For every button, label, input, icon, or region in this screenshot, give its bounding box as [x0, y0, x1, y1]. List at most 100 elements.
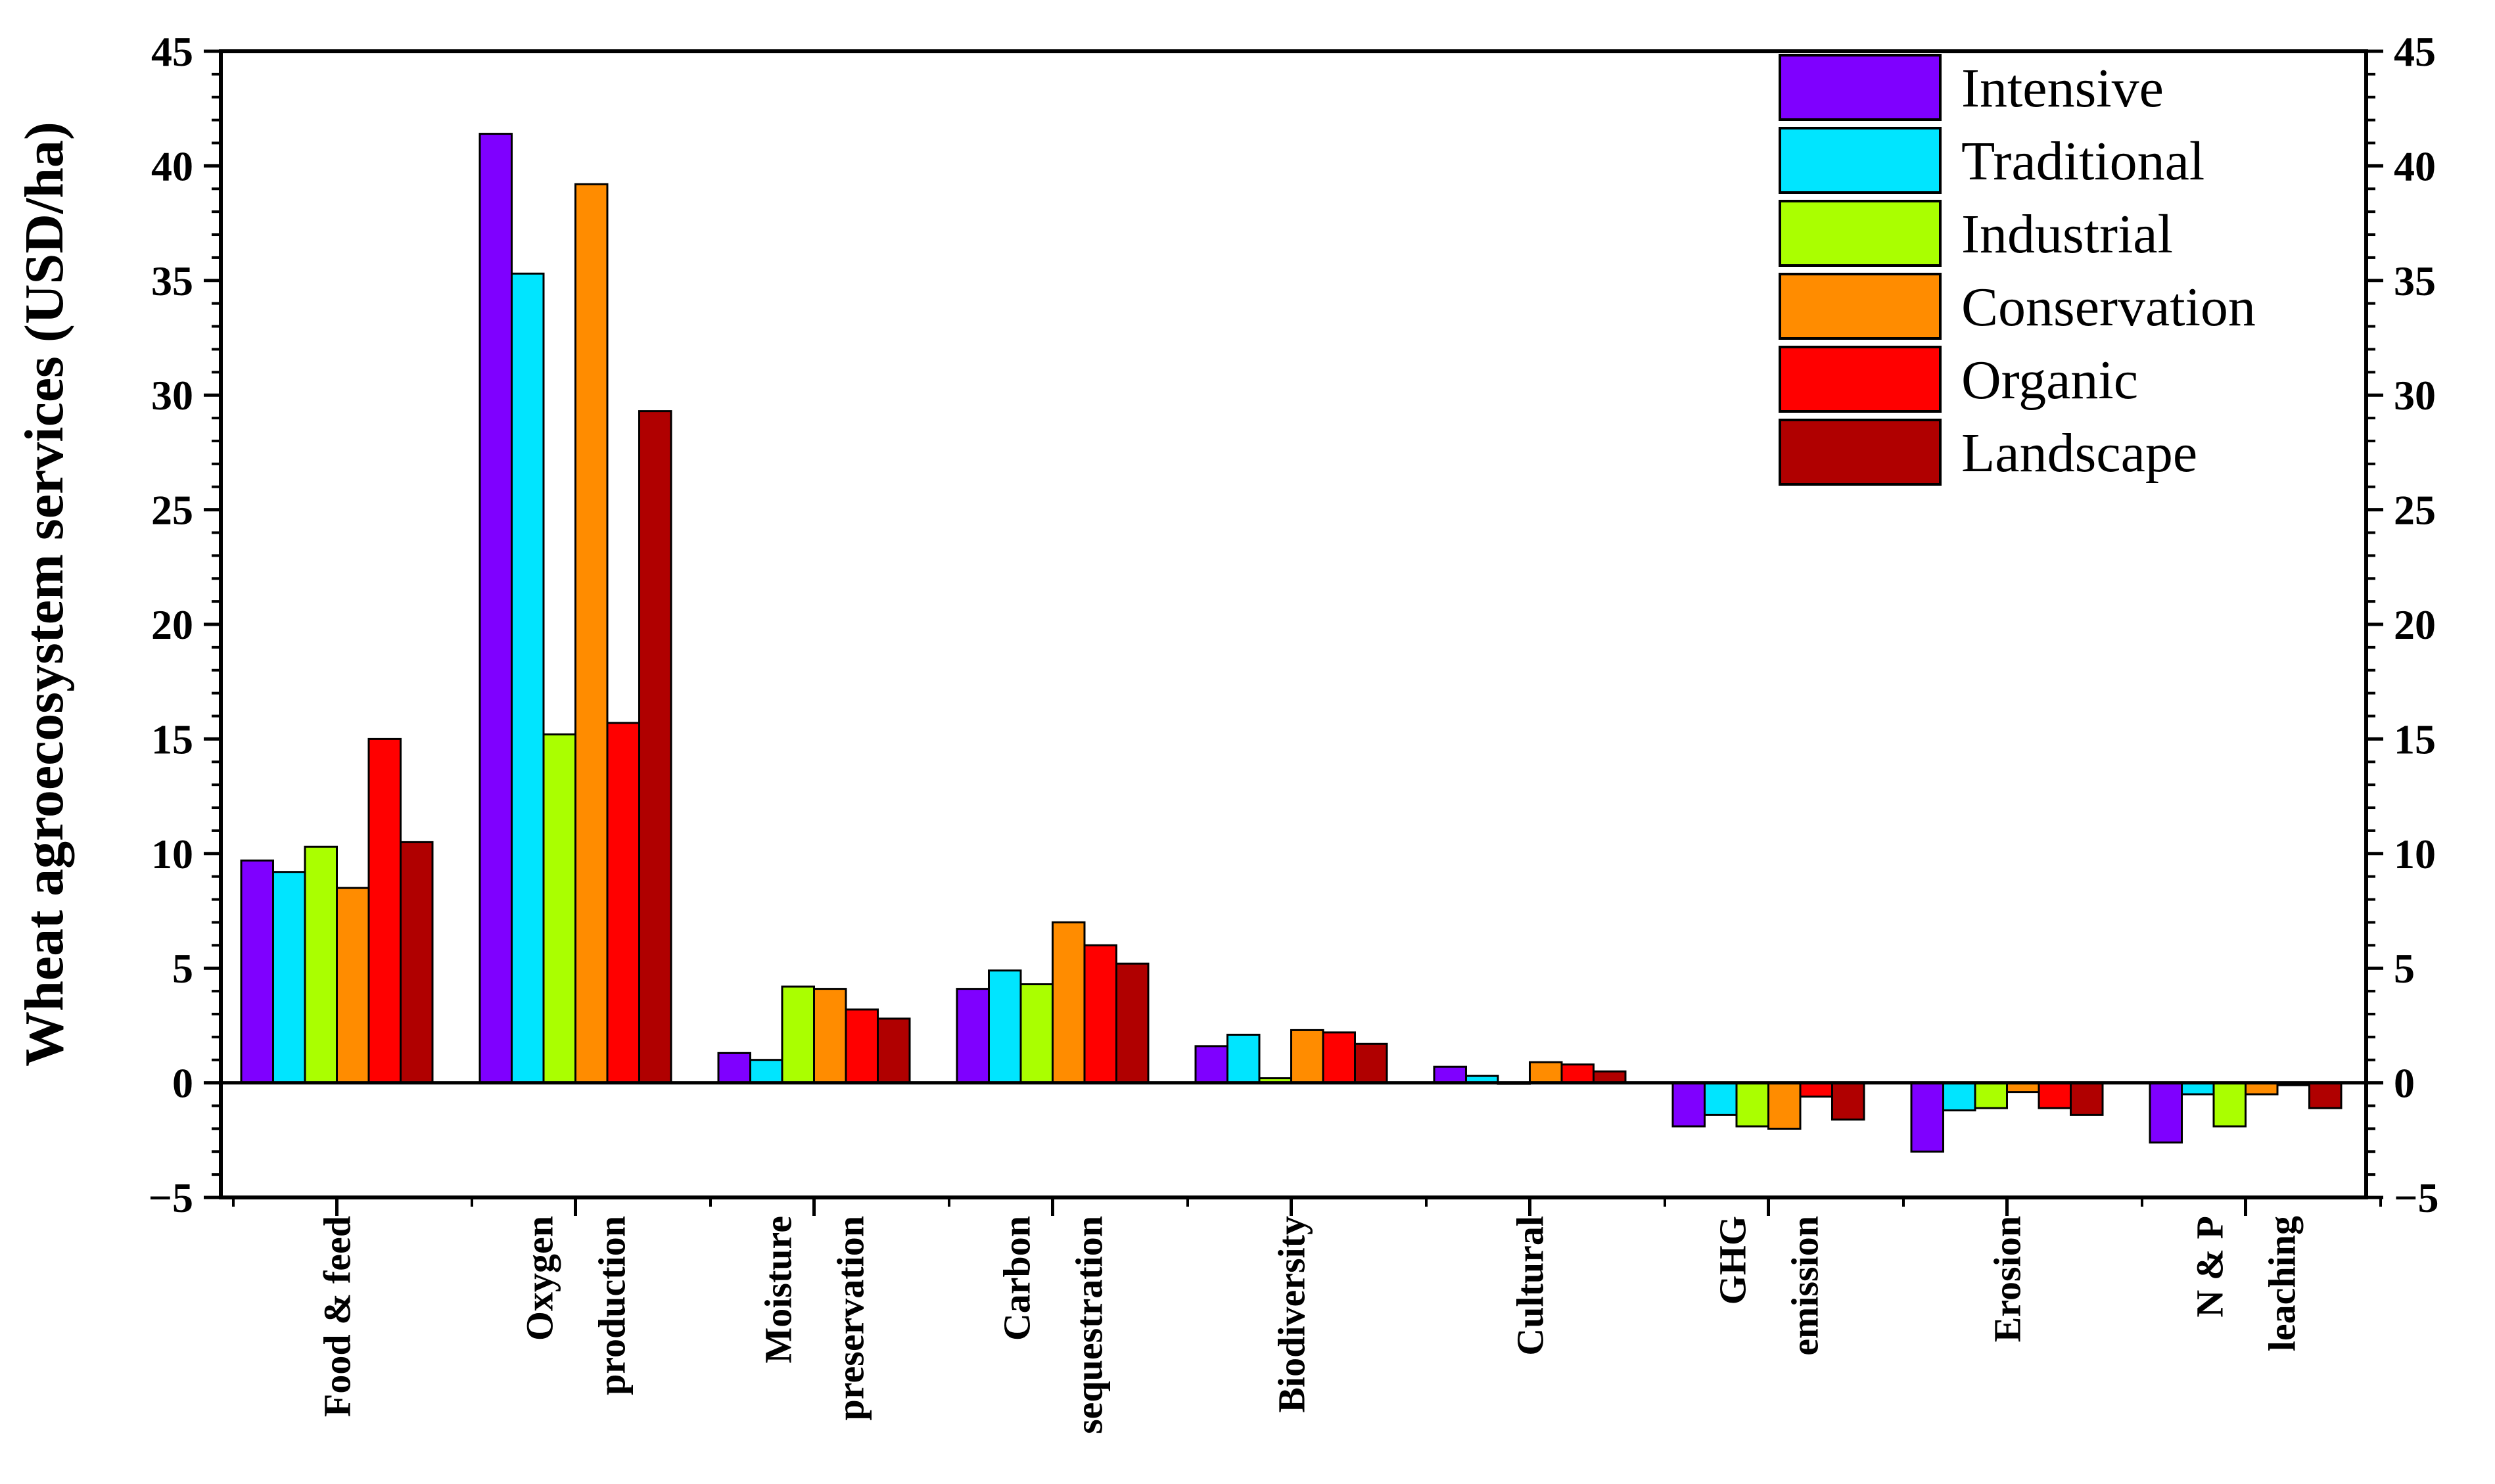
bar-landscape-5: [1593, 1070, 1627, 1084]
legend-label-industrial: Industrial: [1961, 204, 2173, 265]
bar-traditional-1: [511, 272, 545, 1084]
legend-label-organic: Organic: [1961, 350, 2138, 411]
bar-landscape-1: [638, 410, 672, 1084]
bar-traditional-4: [1226, 1033, 1261, 1084]
bar-intensive-2: [717, 1052, 751, 1084]
bar-traditional-7: [1942, 1082, 1976, 1111]
bar-traditional-8: [2181, 1082, 2215, 1096]
bar-landscape-6: [1831, 1082, 1865, 1121]
bar-traditional-6: [1704, 1082, 1738, 1116]
legend-swatch-intensive: [1779, 54, 1942, 121]
bar-intensive-6: [1671, 1082, 1706, 1128]
legend-swatch-traditional: [1779, 127, 1942, 194]
bar-conservation-5: [1529, 1061, 1563, 1084]
y-tick-label-left: 20: [151, 601, 193, 648]
bar-intensive-3: [956, 988, 990, 1084]
bar-landscape-3: [1115, 962, 1150, 1084]
bar-organic-2: [845, 1008, 879, 1084]
category-label: preservation: [829, 1216, 872, 1420]
category-label: production: [591, 1216, 634, 1395]
category-label: leaching: [2261, 1216, 2304, 1351]
bar-industrial-6: [1735, 1082, 1769, 1128]
legend-swatch-landscape: [1779, 419, 1942, 486]
legend: Intensive Traditional Industrial Conservati…: [1779, 54, 2256, 486]
bar-organic-7: [2038, 1082, 2072, 1109]
y-tick-label-right: 5: [2394, 945, 2415, 992]
bar-industrial-2: [781, 985, 815, 1084]
category-label: N & P: [2189, 1216, 2231, 1318]
y-tick-label-left: 10: [151, 831, 193, 877]
bar-intensive-0: [240, 859, 274, 1084]
bar-conservation-1: [574, 183, 609, 1084]
bar-organic-1: [606, 722, 640, 1084]
ticks-layer: −5 −5 0 0 5 5 10 10 15 15 20 20 25 25 30 30 35 35 40 40 45 45: [149, 28, 2439, 1221]
category-label: emission: [1784, 1216, 1827, 1356]
bar-conservation-6: [1767, 1082, 1802, 1130]
bar-conservation-8: [2245, 1082, 2279, 1096]
category-label: Biodiversity: [1271, 1216, 1313, 1413]
bar-organic-0: [367, 737, 402, 1084]
y-tick-label-left: 0: [172, 1060, 193, 1107]
y-tick-label-left: 25: [151, 487, 193, 534]
category-label: Cultural: [1509, 1216, 1552, 1356]
y-tick-label-right: −5: [2394, 1174, 2438, 1221]
y-tick-label-right: 15: [2394, 716, 2436, 762]
y-tick-label-left: 15: [151, 716, 193, 762]
bar-industrial-8: [2212, 1082, 2247, 1128]
y-axis-title: Wheat agroecosystem services (USD/ha): [14, 122, 75, 1067]
bar-landscape-2: [877, 1017, 911, 1084]
category-labels: Food & feed Oxygen production Moisture prese…: [316, 1216, 2304, 1434]
y-tick-label-right: 45: [2394, 28, 2436, 75]
bar-landscape-8: [2308, 1082, 2343, 1109]
bar-traditional-0: [272, 871, 306, 1084]
y-tick-label-left: 35: [151, 258, 193, 304]
bar-traditional-3: [988, 969, 1022, 1084]
category-label: Carbon: [996, 1216, 1038, 1341]
legend-swatch-organic: [1779, 346, 1942, 413]
bar-conservation-4: [1290, 1029, 1324, 1084]
bar-organic-5: [1560, 1063, 1595, 1084]
y-tick-label-left: −5: [149, 1174, 193, 1221]
category-label: Food & feed: [316, 1216, 359, 1417]
legend-swatch-industrial: [1779, 200, 1942, 267]
category-label: Erosion: [1986, 1216, 2029, 1342]
legend-label-intensive: Intensive: [1961, 58, 2164, 119]
bar-organic-3: [1083, 944, 1117, 1084]
bar-industrial-1: [542, 733, 576, 1084]
bar-industrial-3: [1019, 983, 1054, 1084]
bar-intensive-7: [1910, 1082, 1944, 1153]
y-tick-label-right: 0: [2394, 1060, 2415, 1107]
bar-industrial-0: [304, 845, 338, 1084]
bar-organic-4: [1322, 1031, 1356, 1084]
y-tick-label-left: 45: [151, 28, 193, 75]
y-tick-label-right: 35: [2394, 258, 2436, 304]
y-tick-label-right: 10: [2394, 831, 2436, 877]
bar-landscape-0: [400, 841, 434, 1084]
y-tick-label-right: 40: [2394, 143, 2436, 189]
category-label: Oxygen: [519, 1216, 561, 1341]
y-tick-label-right: 20: [2394, 601, 2436, 648]
bar-conservation-0: [336, 887, 370, 1084]
bar-landscape-7: [2070, 1082, 2104, 1116]
y-tick-label-right: 25: [2394, 487, 2436, 534]
bar-intensive-5: [1433, 1065, 1467, 1084]
category-label: sequestration: [1068, 1216, 1111, 1434]
bar-conservation-2: [813, 988, 847, 1084]
legend-label-landscape: Landscape: [1961, 423, 2197, 484]
bar-landscape-4: [1354, 1042, 1388, 1084]
bar-intensive-1: [478, 133, 513, 1084]
y-tick-label-right: 30: [2394, 372, 2436, 419]
legend-label-traditional: Traditional: [1961, 131, 2204, 192]
y-tick-label-left: 5: [172, 945, 193, 992]
bar-organic-6: [1799, 1082, 1833, 1098]
legend-label-conservation: Conservation: [1961, 277, 2256, 338]
bar-traditional-2: [749, 1059, 783, 1084]
y-tick-label-left: 30: [151, 372, 193, 419]
bar-conservation-3: [1052, 921, 1086, 1084]
bar-intensive-4: [1194, 1045, 1228, 1084]
y-tick-label-left: 40: [151, 143, 193, 189]
category-label: Moisture: [757, 1216, 800, 1363]
bar-intensive-8: [2149, 1082, 2183, 1144]
category-label: GHG: [1712, 1216, 1754, 1305]
